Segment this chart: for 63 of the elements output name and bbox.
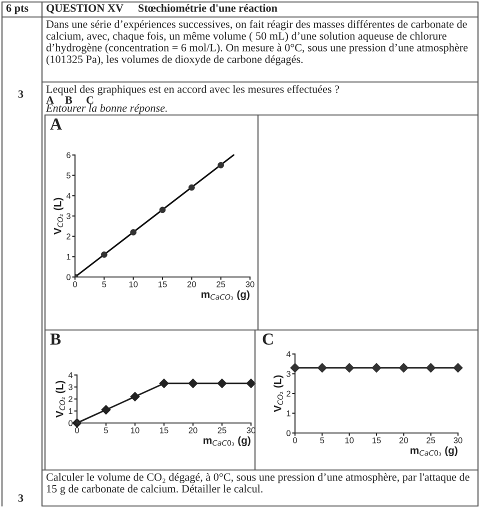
chart-title: A — [50, 118, 62, 130]
y-tick-label: 1 — [66, 254, 70, 260]
x-axis-title: m$_{CaC0₃}$ (g) — [204, 436, 250, 446]
point — [101, 405, 111, 414]
text: B — [65, 96, 72, 104]
y-axis-title: V$_{CO₂}$ (L) — [54, 198, 64, 235]
text: Lequel des graphiques est en accord avec les mesures effectuées ? — [46, 85, 340, 96]
x-tick-label: 0 — [293, 437, 297, 444]
point — [246, 378, 256, 388]
x-tick-label: 20 — [188, 427, 198, 434]
chart-title: C — [262, 334, 273, 345]
x-tick-label: 30 — [246, 281, 254, 288]
x-tick-label: 10 — [129, 281, 138, 288]
y-tick-label: 0 — [66, 274, 71, 280]
x-tick-label: 20 — [399, 437, 408, 444]
y-tick-label: 3 — [66, 213, 70, 220]
y-tick-label: 4 — [286, 351, 291, 358]
point — [159, 378, 169, 388]
text: C — [86, 96, 94, 104]
x-tick-label: 15 — [372, 437, 381, 444]
y-tick-label: 1 — [286, 410, 290, 416]
text: QUESTION XV — [46, 4, 124, 14]
y-tick-label: 2 — [66, 234, 70, 240]
x-tick-label: 10 — [345, 437, 354, 444]
y-tick-label: 5 — [66, 172, 70, 178]
x-tick-label: 0 — [73, 281, 77, 288]
text: 3 — [18, 90, 24, 98]
y-axis-title: V$_{CO₂}$ (L) — [56, 380, 66, 418]
x-tick-label: 5 — [104, 427, 108, 434]
y-tick-label: 1 — [68, 408, 72, 414]
text: 3 — [18, 494, 24, 502]
x-tick-label: 15 — [158, 281, 167, 288]
point — [130, 392, 140, 402]
y-tick-label: 3 — [286, 370, 290, 377]
chart-title: B — [50, 334, 61, 345]
x-tick-label: 25 — [426, 437, 436, 444]
y-tick-label: 2 — [68, 396, 72, 402]
x-tick-label: 0 — [75, 427, 79, 434]
x-tick-label: 20 — [187, 281, 196, 288]
x-tick-label: 25 — [216, 281, 226, 288]
y-tick-label: 6 — [66, 152, 70, 158]
y-tick-label: 0 — [68, 420, 73, 426]
x-tick-label: 10 — [131, 427, 140, 434]
text: Stœchiométrie d'une réaction — [138, 4, 278, 12]
text: Dans une série d’expériences successives, on fait réagir des masses différentes de carbonate de calcium, avec, chaque fois, un même volume ( 50 mL) d’une solution aqueuse de chlorure d’hydrogène (concentration = 6 mol/L). On mesure à 0°C, sous une pression d’une atmosphère (101325 Pa), les volumes de dioxyde de carbone dégagés. — [46, 20, 468, 66]
x-tick-label: 5 — [320, 437, 324, 444]
y-tick-label: 2 — [286, 390, 290, 397]
text: Calculer le volume de CO₂ dégagé, à 0°C, sous une pression d’une atmosphère, par l'attaque de 15 g de carbonate de calcium. Détailler le calcul. — [46, 473, 470, 495]
point — [188, 378, 198, 388]
y-tick-label: 4 — [68, 372, 73, 378]
y-axis-title: V$_{CO₂}$ (L) — [274, 375, 284, 412]
x-tick-label: 25 — [218, 427, 226, 434]
text: A — [46, 96, 54, 104]
x-axis-title: m$_{CaCO₃}$ (g) — [202, 290, 250, 300]
x-tick-label: 5 — [102, 281, 106, 288]
text: Entourer la bonne réponse. — [46, 104, 167, 114]
text: 6 pts — [6, 4, 28, 14]
y-tick-label: 4 — [66, 192, 71, 199]
x-axis-title: m$_{CaC0₃}$ (g) — [410, 446, 458, 456]
y-tick-label: 3 — [68, 384, 72, 390]
point — [217, 378, 227, 388]
x-tick-label: 30 — [454, 437, 462, 444]
x-tick-label: 15 — [160, 427, 168, 434]
